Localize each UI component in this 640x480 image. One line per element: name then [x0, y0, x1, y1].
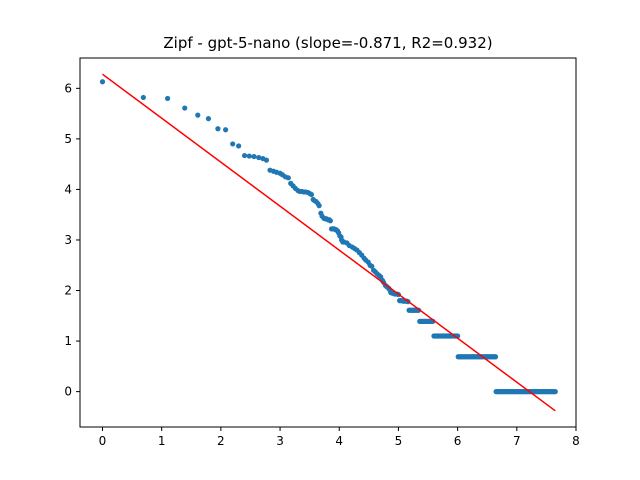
- data-point: [327, 218, 333, 224]
- data-point: [99, 79, 106, 85]
- y-tick-label: 0: [64, 385, 72, 399]
- data-point: [246, 153, 252, 159]
- x-axis: 0 1 2 3 4 5 6 7 8: [99, 427, 580, 448]
- data-point: [369, 263, 375, 269]
- data-point: [230, 141, 236, 147]
- data-point: [223, 127, 229, 133]
- x-tick-label: 8: [572, 434, 580, 448]
- data-point: [492, 354, 499, 360]
- data-point: [215, 126, 221, 132]
- chart-title: Zipf - gpt-5-nano (slope=-0.871, R2=0.93…: [163, 34, 492, 52]
- data-points: [99, 79, 558, 395]
- data-point: [285, 175, 291, 181]
- y-tick-label: 4: [64, 182, 72, 196]
- data-point: [241, 152, 248, 159]
- data-point: [182, 105, 188, 111]
- data-point: [164, 95, 171, 102]
- x-tick-label: 1: [158, 434, 166, 448]
- x-tick-label: 0: [99, 434, 107, 448]
- x-tick-label: 6: [454, 434, 462, 448]
- data-point: [552, 389, 558, 395]
- x-tick-label: 3: [276, 434, 284, 448]
- data-point: [205, 116, 212, 122]
- plot-frame: [79, 57, 577, 428]
- y-tick-label: 5: [64, 132, 72, 146]
- y-tick-label: 6: [64, 81, 72, 95]
- data-point: [316, 203, 322, 209]
- x-tick-label: 7: [513, 434, 521, 448]
- fit-line: [102, 73, 556, 412]
- y-axis: 0 1 2 3 4 5 6: [64, 81, 80, 399]
- data-point: [140, 94, 146, 101]
- x-tick-label: 4: [335, 434, 343, 448]
- plot-area: 0 1 2 3 4 5 6 7 8 0 1 2 3 4 5 6: [64, 57, 580, 448]
- data-point: [236, 143, 242, 149]
- y-tick-label: 2: [64, 284, 72, 298]
- data-point: [251, 153, 257, 160]
- data-point: [256, 154, 262, 161]
- data-point: [195, 112, 201, 118]
- fit-line-layer: [102, 73, 556, 412]
- x-tick-label: 5: [395, 434, 403, 448]
- data-point: [308, 191, 315, 198]
- data-point: [263, 157, 270, 163]
- y-tick-label: 1: [64, 334, 72, 348]
- y-tick-label: 3: [64, 233, 72, 247]
- x-tick-label: 2: [217, 434, 225, 448]
